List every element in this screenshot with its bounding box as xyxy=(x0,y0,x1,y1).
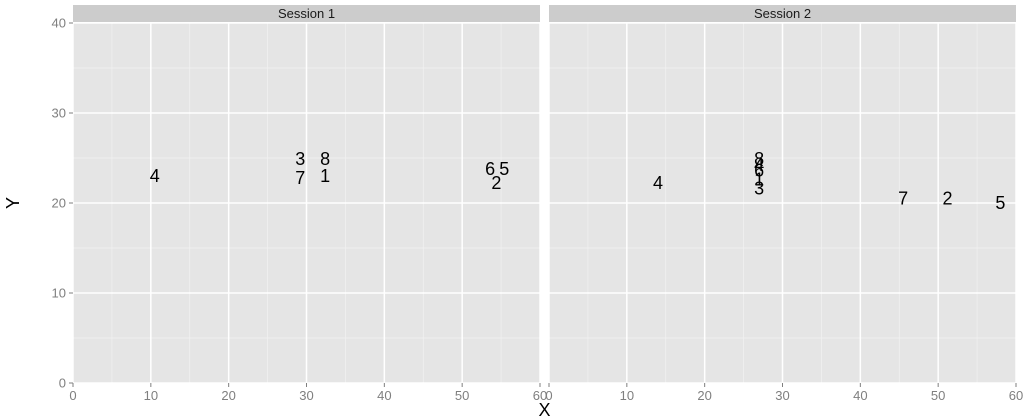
y-tick-label: 30 xyxy=(52,106,66,121)
x-tick-label: 60 xyxy=(533,388,547,403)
point-label: 7 xyxy=(898,189,908,209)
x-tick-label: 10 xyxy=(144,388,158,403)
facet-strip xyxy=(73,5,540,22)
point-label: 5 xyxy=(995,193,1005,213)
point-label: 8 xyxy=(320,149,330,169)
x-tick-label: 40 xyxy=(853,388,867,403)
point-label: 2 xyxy=(491,173,501,193)
point-label: 1 xyxy=(320,166,330,186)
facet-strip-label: Session 1 xyxy=(278,6,335,21)
point-label: 8 xyxy=(754,149,764,169)
point-label: 7 xyxy=(295,168,305,188)
point-label: 3 xyxy=(295,149,305,169)
point-label: 4 xyxy=(754,155,764,175)
x-tick-label: 30 xyxy=(299,388,313,403)
facet-strip xyxy=(549,5,1016,22)
x-axis-title: X xyxy=(538,400,550,419)
x-tick-label: 40 xyxy=(377,388,391,403)
y-tick-label: 0 xyxy=(59,376,66,391)
y-tick-label: 20 xyxy=(52,196,66,211)
point-label: 1 xyxy=(754,170,764,190)
facet-strip-label: Session 2 xyxy=(754,6,811,21)
x-tick-label: 30 xyxy=(775,388,789,403)
point-label: 2 xyxy=(942,189,952,209)
x-tick-label: 10 xyxy=(620,388,634,403)
x-tick-label: 50 xyxy=(455,388,469,403)
x-tick-label: 20 xyxy=(221,388,235,403)
point-label: 5 xyxy=(499,159,509,179)
x-tick-label: 50 xyxy=(931,388,945,403)
x-tick-label: 0 xyxy=(69,388,76,403)
point-label: 6 xyxy=(485,159,495,179)
x-tick-label: 20 xyxy=(697,388,711,403)
point-label: 3 xyxy=(754,179,764,199)
y-tick-label: 40 xyxy=(52,16,66,31)
x-tick-label: 0 xyxy=(545,388,552,403)
y-axis-title: Y xyxy=(3,197,23,209)
point-label: 4 xyxy=(653,173,663,193)
y-tick-label: 10 xyxy=(52,286,66,301)
point-label: 6 xyxy=(754,161,764,181)
x-tick-label: 60 xyxy=(1009,388,1023,403)
point-label: 4 xyxy=(150,166,160,186)
